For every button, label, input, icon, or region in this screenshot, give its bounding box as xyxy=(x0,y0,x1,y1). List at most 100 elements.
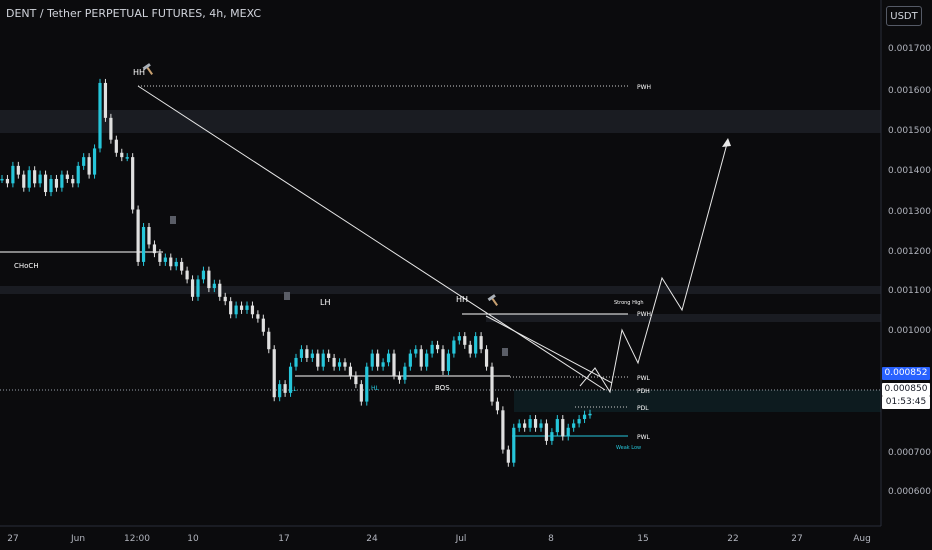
candle-body xyxy=(294,357,298,367)
y-tick-label: 0.001700 xyxy=(888,44,931,54)
level-label-pwl-mid: PWL xyxy=(637,375,651,382)
x-tick-label: 10 xyxy=(187,534,199,544)
candle-body xyxy=(446,353,451,372)
label-strong-high: Strong High xyxy=(614,300,644,306)
y-tick-label: 0.001100 xyxy=(888,286,931,296)
candle-body xyxy=(120,152,124,158)
candle-body xyxy=(180,261,184,271)
level-label-pwh: PWH xyxy=(637,311,651,318)
x-tick-label: 17 xyxy=(278,534,289,544)
candle-body xyxy=(283,384,287,393)
candle-body xyxy=(452,340,456,354)
candle-body xyxy=(147,226,151,245)
y-tick-label: 0.001400 xyxy=(888,166,931,176)
label-hh-mid: HH xyxy=(456,295,468,304)
candle-body xyxy=(11,165,15,184)
candle-body xyxy=(506,449,510,463)
candle-body xyxy=(544,423,549,441)
candle-body xyxy=(158,253,162,262)
candle-body xyxy=(332,357,336,367)
candle-body xyxy=(136,209,140,262)
candle-body xyxy=(71,178,75,184)
candle-body xyxy=(430,344,434,354)
currency-button[interactable]: USDT xyxy=(886,6,922,26)
candle-body xyxy=(98,82,102,149)
candle-body xyxy=(163,257,167,262)
candle-body xyxy=(517,423,521,428)
candle-body xyxy=(43,174,48,193)
x-tick-label: 27 xyxy=(7,534,18,544)
marker-1 xyxy=(170,216,176,224)
candle-body xyxy=(512,427,516,463)
candle-body xyxy=(337,362,342,367)
candle-body xyxy=(250,305,255,315)
supply-zone-mid xyxy=(0,286,881,294)
candle-body xyxy=(82,157,86,166)
candle-body xyxy=(490,366,494,402)
level-label-pdh: PDH xyxy=(637,388,650,395)
x-tick-label: 8 xyxy=(548,534,554,544)
candle-body xyxy=(103,82,108,118)
candle-body xyxy=(555,419,559,433)
x-tick-label: Jul xyxy=(455,534,467,544)
candle-body xyxy=(125,157,129,159)
candle-body xyxy=(343,362,347,367)
candle-body xyxy=(484,349,489,367)
x-tick-label: 12:00 xyxy=(124,534,150,544)
candle-body xyxy=(566,427,570,437)
y-tick-label: 0.001600 xyxy=(888,86,931,96)
level-label-pwh-top: PWH xyxy=(637,84,651,91)
candle-body xyxy=(33,170,37,184)
candle-body xyxy=(441,349,445,372)
candle-body xyxy=(256,314,260,319)
candle-body xyxy=(310,353,314,358)
marker-3 xyxy=(502,348,508,356)
candle-body xyxy=(397,375,402,380)
marker-2 xyxy=(284,292,290,300)
candle-body xyxy=(22,174,26,188)
candle-body xyxy=(131,157,135,210)
candle-body xyxy=(572,423,576,428)
candle-body xyxy=(316,353,320,367)
candle-body xyxy=(38,174,42,184)
y-tick-label: 0.001200 xyxy=(888,247,931,257)
candle-body xyxy=(582,414,587,420)
candles xyxy=(0,78,592,467)
x-tick-label: 24 xyxy=(366,534,378,544)
candle-body xyxy=(376,353,380,367)
x-tick-label: 22 xyxy=(727,534,738,544)
candle-body xyxy=(321,353,325,367)
trend-line-short xyxy=(485,315,613,384)
candle-body xyxy=(245,305,249,310)
candle-body xyxy=(190,279,195,297)
candle-body xyxy=(327,353,331,358)
candle-body xyxy=(539,423,543,428)
candle-body xyxy=(588,413,592,416)
supply-zone-top xyxy=(0,110,881,133)
y-tick-label: 0.000700 xyxy=(888,448,931,458)
level-label-pwl-low: PWL xyxy=(637,434,651,441)
y-tick-label: 0.001300 xyxy=(888,207,931,217)
projection-arrowhead xyxy=(722,138,731,147)
candle-body xyxy=(16,165,20,175)
last-price-tag: 0.000852 xyxy=(882,367,930,380)
candle-body xyxy=(577,419,581,424)
candle-body xyxy=(533,419,538,428)
candle-body xyxy=(288,366,293,393)
x-tick-label: 27 xyxy=(791,534,802,544)
candle-body xyxy=(201,270,206,280)
candle-body xyxy=(169,257,173,267)
label-hl: HL xyxy=(371,385,380,392)
candle-body xyxy=(49,178,53,193)
candle-body xyxy=(65,174,69,179)
trend-line-main xyxy=(137,85,606,391)
candle-body xyxy=(234,305,238,315)
candle-body xyxy=(408,353,412,367)
label-choch: CHoCH xyxy=(14,262,39,270)
candle-body xyxy=(381,362,385,367)
candle-body xyxy=(463,336,467,345)
hammer-icon xyxy=(142,63,153,75)
candle-body xyxy=(174,261,178,267)
candle-body xyxy=(196,279,200,297)
